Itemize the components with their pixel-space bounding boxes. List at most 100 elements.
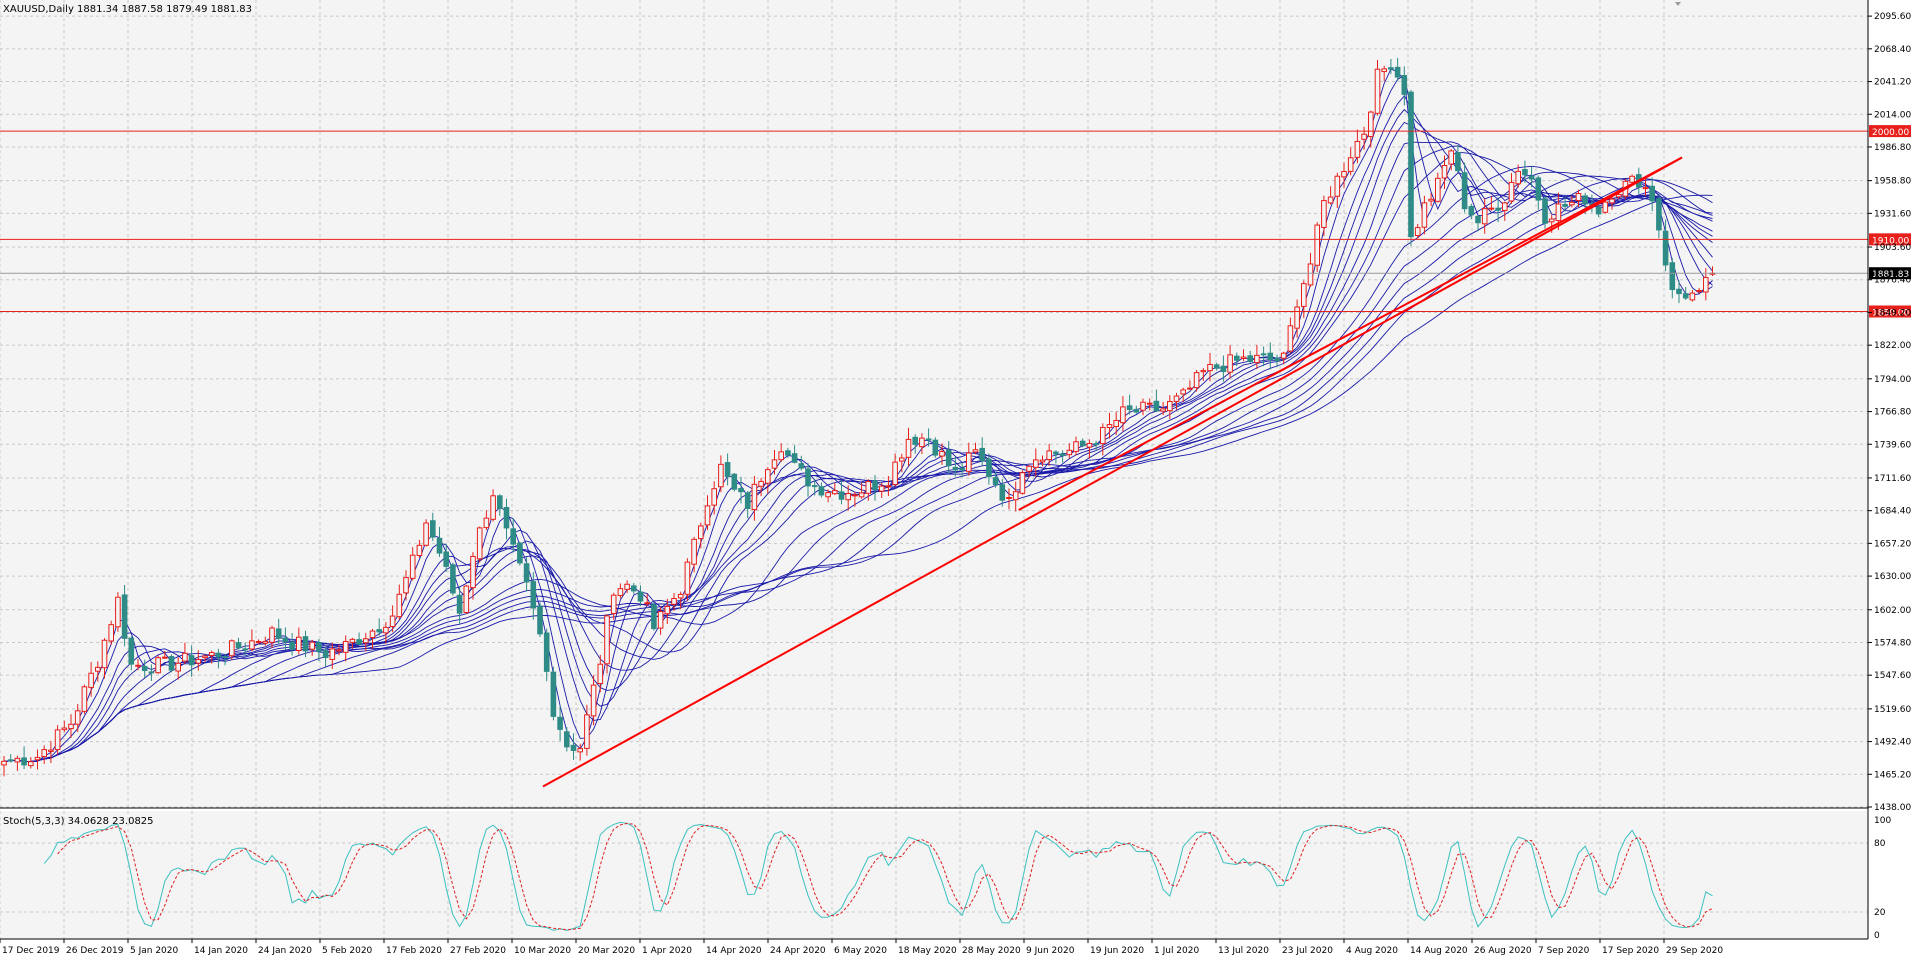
candle-body (510, 528, 516, 545)
candle-body (1388, 67, 1394, 70)
price-tick-label: 1438.00 (1874, 803, 1911, 813)
ma-line (3, 121, 1713, 762)
shift-marker-icon[interactable] (1675, 2, 1681, 6)
candle-body (1213, 364, 1220, 369)
candle-body (430, 520, 436, 538)
candle-body (778, 451, 785, 461)
candle-body (1294, 306, 1300, 329)
candle-body (1321, 200, 1327, 228)
candle-body (1475, 215, 1481, 224)
candle-body (590, 684, 597, 717)
candle-body (1100, 426, 1106, 444)
candle-body (470, 555, 476, 589)
candle-body (925, 438, 932, 441)
candle-body (135, 664, 141, 667)
candle-body (215, 652, 222, 658)
ma-line (3, 95, 1713, 762)
candle-body (322, 649, 329, 659)
horizontal-levels[interactable]: 2000.00 1910.00 1850.00 1881.83 (0, 125, 1911, 318)
candle-body (1167, 400, 1173, 412)
candle-body (1569, 201, 1575, 206)
candle-body (296, 636, 302, 652)
trendlines[interactable] (542, 156, 1683, 788)
candle-body (155, 657, 161, 674)
ma-line (3, 165, 1713, 762)
time-tick-label: 17 Dec 2019 (2, 946, 60, 956)
candle-body (631, 585, 637, 592)
price-tick-label: 2068.40 (1874, 45, 1911, 55)
candle-body (550, 671, 557, 717)
price-axis[interactable]: 2095.60 2068.40 2041.20 2014.00 1986.80 1958.… (0, 0, 1911, 939)
candle-body (845, 493, 852, 501)
stoch-tick-label: 0 (1874, 931, 1880, 941)
main-panel[interactable] (0, 0, 1868, 807)
level-tag (1869, 233, 1911, 246)
candle-body (1488, 207, 1495, 210)
current-price-label: 1881.83 (1872, 270, 1909, 280)
candle-body (41, 749, 48, 757)
candle-body (1401, 75, 1408, 95)
candle-body (1441, 165, 1448, 179)
candle-body (128, 637, 135, 665)
candle-body (637, 591, 644, 602)
candle-body (945, 449, 952, 467)
candle-body (1153, 400, 1160, 412)
ma-line (3, 141, 1713, 762)
candle-body (208, 652, 215, 656)
candle-body (389, 615, 396, 627)
price-tick-label: 2014.00 (1874, 110, 1911, 120)
candle-body (878, 485, 885, 492)
candle-body (657, 611, 664, 629)
candle-body (369, 630, 376, 638)
candle-body (1274, 357, 1280, 362)
time-axis[interactable]: 17 Dec 2019 26 Dec 2019 5 Jan 2020 14 Jan 2… (0, 938, 1868, 956)
candle-body (992, 477, 999, 486)
stoch-panel[interactable] (0, 811, 1868, 939)
candle-body (289, 641, 295, 650)
candle-body (1575, 193, 1582, 201)
time-tick-label: 14 Jan 2020 (194, 946, 248, 956)
candle-body (1368, 111, 1374, 137)
candle-body (758, 480, 764, 487)
candle-body (1535, 177, 1542, 201)
candle-body (919, 437, 925, 448)
stochastic-oscillator (0, 821, 1868, 931)
time-tick-label: 9 Jun 2020 (1026, 946, 1075, 956)
candle-body (999, 484, 1006, 501)
candle-body (503, 506, 510, 529)
candle-body (148, 671, 155, 674)
candle-body (698, 525, 704, 540)
candle-body (1629, 175, 1635, 183)
price-tick-label: 1684.40 (1874, 507, 1911, 517)
candle-body (88, 672, 94, 688)
candle-body (577, 748, 584, 753)
candle-body (1682, 293, 1689, 299)
candle-body (818, 486, 825, 496)
candle-body (905, 438, 912, 458)
candle-body (1066, 449, 1073, 456)
candle-body (858, 492, 865, 498)
candle-body (1280, 352, 1287, 359)
candle-body (450, 564, 456, 594)
price-tick-label: 2041.20 (1874, 78, 1911, 88)
time-tick-label: 1 Apr 2020 (642, 946, 692, 956)
candle-body (497, 495, 503, 509)
candle-body (162, 656, 168, 659)
candle-body (436, 537, 443, 554)
candle-body (229, 640, 235, 657)
candle-body (74, 710, 81, 725)
time-tick-label: 5 Feb 2020 (322, 946, 373, 956)
level-label: 1850.00 (1872, 308, 1909, 318)
candle-body (1059, 453, 1066, 456)
candle-body (1669, 262, 1676, 291)
candle-body (222, 656, 228, 659)
stoch-axis: 100 80 20 0 (1874, 816, 1891, 941)
candle-body (1609, 198, 1615, 204)
candle-body (1428, 198, 1434, 202)
level-label: 1910.00 (1872, 236, 1909, 246)
candle-body (1012, 491, 1019, 501)
level-tag (1869, 125, 1911, 138)
trendline (542, 156, 1683, 788)
